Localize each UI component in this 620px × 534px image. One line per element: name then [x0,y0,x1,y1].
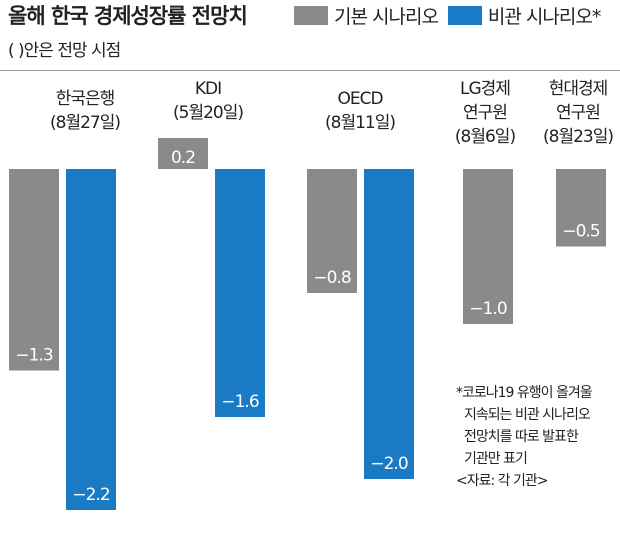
category-label: OECD [337,89,383,109]
footnote-line-4: 기관만 표기 [464,451,528,467]
bar-pessimistic [66,169,116,510]
legend-swatch-base [294,6,328,25]
source-note: <자료: 각 기관> [456,473,548,489]
legend-item-base: 기본 시나리오 [294,2,439,29]
header-divider [0,70,620,71]
bar-value-label: −1.6 [221,392,258,412]
category-label: (5월20일) [173,103,243,123]
footnote: *코로나19 유행이 올겨울 지속되는 비관 시나리오 전망치를 따로 발표한 … [456,382,616,492]
bar-value-label: −1.3 [15,346,52,366]
category-label: 현대경제 [549,79,608,99]
bar-value-label: −2.0 [370,454,407,474]
category-label: LG경제 [460,79,510,99]
footnote-line-2: 지속되는 비관 시나리오 [464,407,591,423]
bar-base [463,169,513,324]
category-label: (8월27일) [50,113,120,133]
chart-header: 올해 한국 경제성장률 전망치 기본 시나리오 비관 시나리오* ( )안은 전… [8,0,614,70]
bar-base [307,169,357,293]
legend-item-pessimistic: 비관 시나리오* [447,2,601,29]
bar-pessimistic [215,169,265,417]
chart-title: 올해 한국 경제성장률 전망치 [8,4,248,28]
category-label: (8월23일) [543,127,613,147]
category-label: 연구원 [463,103,507,123]
footnote-line-1: *코로나19 유행이 올겨울 [456,385,593,401]
legend-label-pessimistic: 비관 시나리오* [487,6,601,28]
chart-subtitle: ( )안은 전망 시점 [8,41,121,61]
bar-base [9,169,59,371]
category-label: 연구원 [556,103,600,123]
bar-pessimistic [364,169,414,479]
category-label: (8월6일) [455,127,516,147]
legend-label-base: 기본 시나리오 [334,6,439,28]
bar-value-label: −1.0 [469,299,506,319]
category-label: KDI [195,79,221,99]
bar-base [556,169,606,247]
bar-value-label: −0.8 [313,268,350,288]
bar-base [158,138,208,169]
category-label: 한국은행 [56,89,115,109]
footnote-line-3: 전망치를 따로 발표한 [464,429,579,445]
legend-swatch-pessimistic [447,6,482,25]
legend: 기본 시나리오 비관 시나리오* [294,2,610,29]
bar-value-label: 0.2 [171,148,195,168]
category-label: (8월11일) [325,113,395,133]
bar-value-label: −2.2 [72,485,109,505]
bar-value-label: −0.5 [562,222,599,242]
